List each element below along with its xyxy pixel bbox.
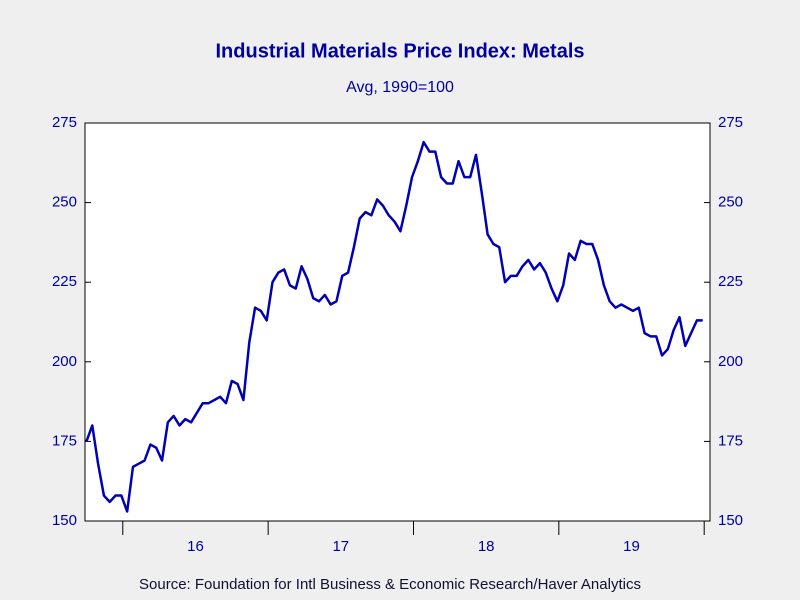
x-tick-label: 16 — [187, 538, 204, 555]
plot-area — [84, 122, 711, 522]
y2-tick-label: 200 — [718, 353, 743, 370]
chart-title: Industrial Materials Price Index: Metals — [215, 40, 584, 62]
chart-subtitle: Avg, 1990=100 — [346, 79, 454, 96]
y-tick-label: 200 — [52, 353, 77, 370]
y2-tick-label: 175 — [718, 432, 743, 449]
x-tick-label: 18 — [478, 538, 495, 555]
y-tick-label: 175 — [52, 432, 77, 449]
y-tick-label: 150 — [52, 512, 77, 529]
source-note: Source: Foundation for Intl Business & E… — [139, 576, 641, 593]
y-tick-label: 275 — [52, 114, 77, 131]
data-line — [85, 140, 703, 513]
x-tick-label: 17 — [332, 538, 349, 555]
y2-tick-label: 150 — [718, 512, 743, 529]
x-tick-label: 19 — [623, 538, 640, 555]
y-tick-label: 250 — [52, 194, 77, 211]
y2-tick-label: 275 — [718, 114, 743, 131]
y-tick-label: 225 — [52, 273, 77, 290]
y2-tick-label: 225 — [718, 273, 743, 290]
y2-tick-label: 250 — [718, 194, 743, 211]
